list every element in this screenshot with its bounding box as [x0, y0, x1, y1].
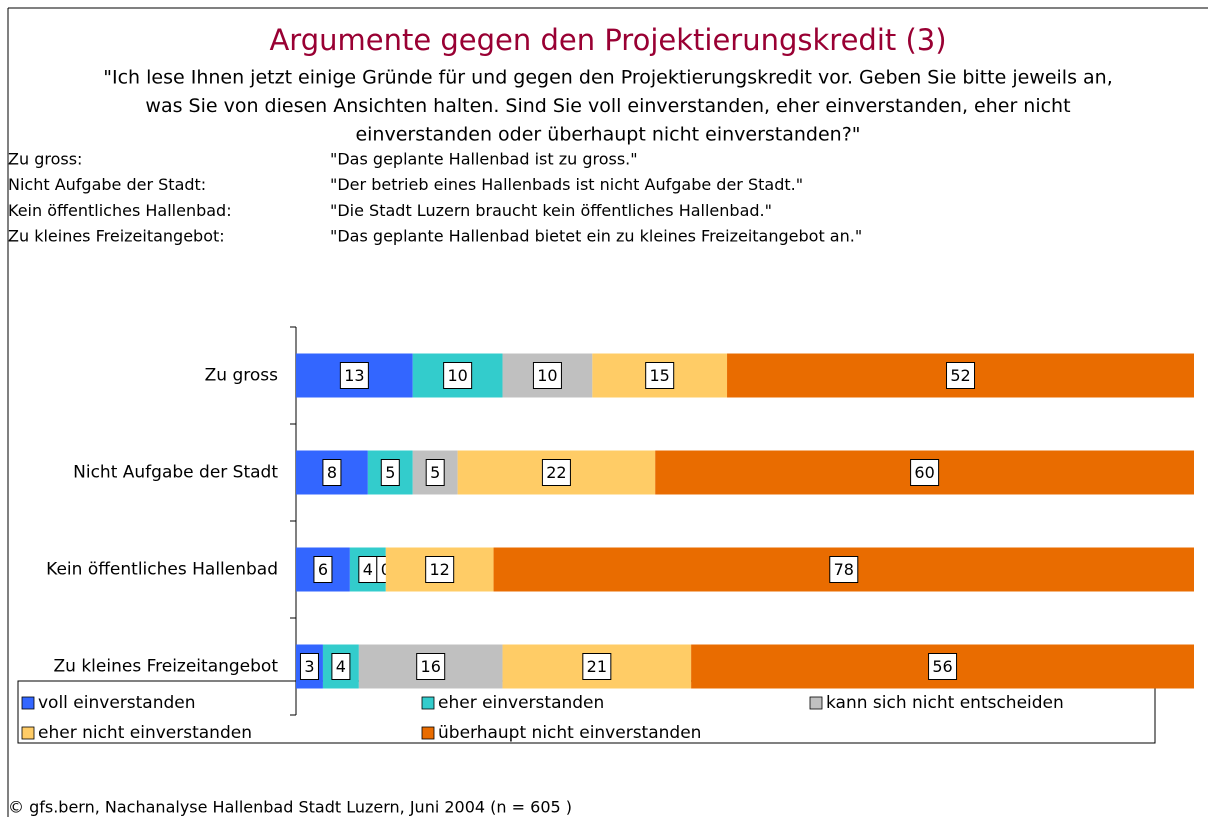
- category-label: Zu gross: [205, 366, 278, 386]
- definition-term: Nicht Aufgabe der Stadt:: [8, 175, 206, 194]
- legend-label: überhaupt nicht einverstanden: [438, 723, 701, 743]
- value-label: 4: [363, 560, 373, 579]
- legend-swatch: [809, 696, 823, 710]
- chart-title: Argumente gegen den Projektierungskredit…: [269, 23, 946, 57]
- value-label: 10: [537, 366, 557, 385]
- legend-swatch: [421, 726, 435, 740]
- value-label-box: [928, 653, 958, 680]
- value-label: 6: [318, 560, 328, 579]
- value-label: 3: [304, 657, 314, 676]
- value-label: 5: [385, 463, 395, 482]
- value-label-box: [425, 459, 445, 486]
- value-label: 13: [344, 366, 364, 385]
- source: © gfs.bern, Nachanalyse Hallenbad Stadt …: [8, 798, 572, 817]
- value-label-box: [946, 362, 976, 389]
- category-label: Zu kleines Freizeitangebot: [54, 657, 279, 677]
- value-label: 4: [336, 657, 346, 676]
- value-label-box: [425, 556, 455, 583]
- definition-text: "Das geplante Hallenbad ist zu gross.": [330, 150, 638, 169]
- value-label-box: [645, 362, 675, 389]
- legend-label: voll einverstanden: [38, 693, 196, 713]
- definition-text: "Der betrieb eines Hallenbads ist nicht …: [330, 175, 803, 194]
- category-label: Nicht Aufgabe der Stadt: [73, 463, 278, 483]
- value-label: 21: [587, 657, 607, 676]
- value-label-box: [532, 362, 562, 389]
- value-label-box: [331, 653, 351, 680]
- value-label-box: [443, 362, 473, 389]
- definition-term: Kein öffentliches Hallenbad:: [8, 201, 232, 220]
- definition-term: Zu kleines Freizeitangebot:: [8, 227, 225, 246]
- value-label: 56: [932, 657, 952, 676]
- value-label-box: [541, 459, 571, 486]
- value-label: 16: [421, 657, 441, 676]
- legend-label: eher nicht einverstanden: [38, 723, 252, 743]
- value-label: 8: [327, 463, 337, 482]
- value-label-box: [339, 362, 369, 389]
- definition-text: "Das geplante Hallenbad bietet ein zu kl…: [330, 227, 862, 246]
- legend-label: kann sich nicht entscheiden: [826, 693, 1064, 713]
- value-label-box: [416, 653, 446, 680]
- value-label-box: [829, 556, 859, 583]
- value-label-box: [380, 459, 400, 486]
- subtitle: was Sie von diesen Ansichten halten. Sin…: [145, 95, 1070, 117]
- definition-text: "Die Stadt Luzern braucht kein öffentlic…: [330, 201, 772, 220]
- subtitle: einverstanden oder überhaupt nicht einve…: [355, 124, 860, 146]
- subtitle: "Ich lese Ihnen jetzt einige Gründe für …: [103, 67, 1113, 89]
- value-label: 22: [546, 463, 566, 482]
- value-label: 60: [914, 463, 934, 482]
- value-label: 52: [950, 366, 970, 385]
- value-label-box: [322, 459, 342, 486]
- legend-swatch: [21, 696, 35, 710]
- legend-swatch: [21, 726, 35, 740]
- definition-term: Zu gross:: [8, 150, 82, 169]
- legend-swatch: [421, 696, 435, 710]
- value-label-box: [313, 556, 333, 583]
- value-label: 15: [650, 366, 670, 385]
- value-label-box: [910, 459, 940, 486]
- value-label-box: [582, 653, 612, 680]
- value-label-box: [299, 653, 319, 680]
- value-label: 12: [430, 560, 450, 579]
- value-label: 5: [430, 463, 440, 482]
- value-label: 78: [834, 560, 854, 579]
- value-label: 10: [447, 366, 467, 385]
- category-label: Kein öffentliches Hallenbad: [46, 560, 278, 580]
- legend-label: eher einverstanden: [438, 693, 604, 713]
